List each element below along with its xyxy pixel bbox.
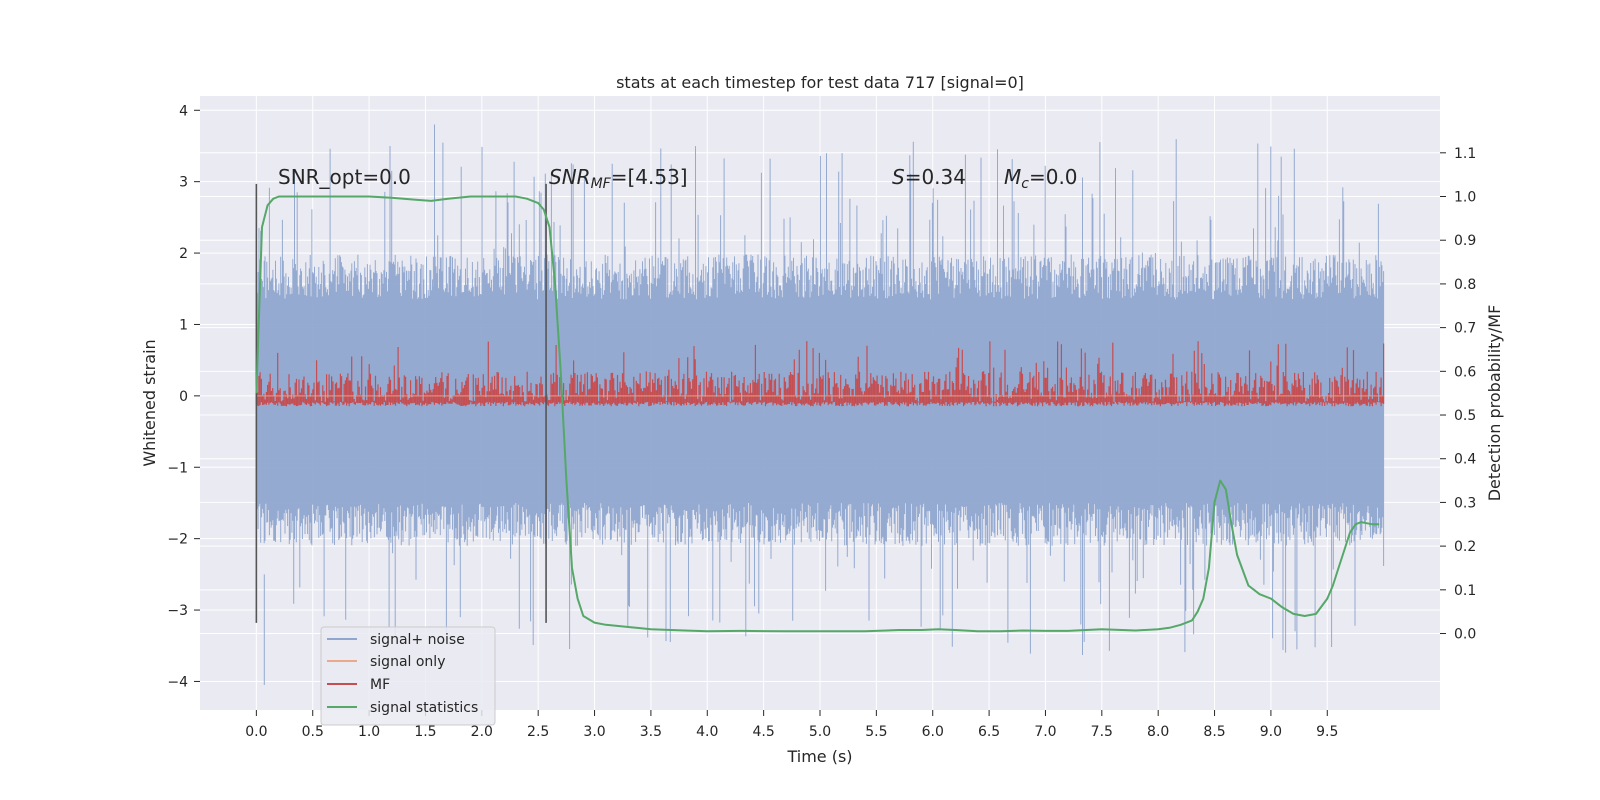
legend: signal+ noise signal only MF signal stat…	[320, 626, 496, 726]
y-tick-label: −4	[167, 674, 188, 690]
y-tick-label: 0	[179, 389, 188, 405]
y2-tick-label: 1.1	[1454, 146, 1476, 162]
x-tick-label: 3.0	[583, 724, 605, 740]
x-tick-label: 0.0	[245, 724, 267, 740]
x-tick-label: 1.5	[414, 724, 436, 740]
x-tick-label: 3.5	[640, 724, 662, 740]
x-tick-label: 4.0	[696, 724, 718, 740]
y2-tick-label: 0.3	[1454, 495, 1476, 511]
x-tick-label: 8.5	[1203, 724, 1225, 740]
x-tick-label: 6.5	[978, 724, 1000, 740]
s-symbol: S	[892, 165, 905, 189]
legend-label-signal-noise: signal+ noise	[370, 632, 465, 648]
y-tick-label: 2	[179, 246, 188, 262]
y2-tick-label: 0.4	[1454, 452, 1476, 468]
x-tick-label: 6.0	[922, 724, 944, 740]
x-tick-label: 8.0	[1147, 724, 1169, 740]
snr-mf-value: =[4.53]	[611, 165, 688, 189]
legend-label-signal-only: signal only	[370, 654, 445, 670]
y2-tick-label: 0.5	[1454, 408, 1476, 424]
x-tick-label: 2.0	[471, 724, 493, 740]
y2-tick-label: 0.8	[1454, 277, 1476, 293]
x-axis-label: Time (s)	[786, 747, 852, 766]
axis-ticks: 0.0 0.5 1.0 1.5 2.0 2.5 3.0 3.5 4.0 4.5 5.0 5.5 6.0 6…	[167, 103, 1476, 740]
y-tick-label: 3	[179, 175, 188, 191]
mc-value: =0.0	[1029, 165, 1078, 189]
s-annotation: S=0.34	[892, 165, 966, 189]
snr-opt-annotation: SNR_opt=0.0	[278, 165, 411, 189]
x-tick-label: 0.5	[302, 724, 324, 740]
y-tick-label: 4	[179, 103, 188, 119]
x-tick-label: 5.5	[865, 724, 887, 740]
x-tick-label: 4.5	[753, 724, 775, 740]
snr-mf-annotation: SNRMF=[4.53]	[549, 165, 688, 192]
x-tick-label: 2.5	[527, 724, 549, 740]
y2-tick-label: 0.1	[1454, 583, 1476, 599]
y-tick-label: −2	[167, 532, 188, 548]
snr-mf-subscript: MF	[591, 176, 612, 192]
mc-annotation: Mc=0.0	[1004, 165, 1078, 192]
y-tick-label: −3	[167, 603, 188, 619]
signal-statistics-line	[255, 195, 1380, 633]
y2-tick-label: 0.0	[1454, 627, 1476, 643]
y2-tick-label: 0.7	[1454, 321, 1476, 337]
legend-label-mf: MF	[370, 677, 390, 693]
y2-tick-label: 0.6	[1454, 364, 1476, 380]
y2-tick-label: 0.9	[1454, 233, 1476, 249]
mc-subscript: c	[1021, 176, 1029, 192]
legend-frame	[320, 626, 496, 726]
x-tick-label: 9.0	[1260, 724, 1282, 740]
x-tick-label: 5.0	[809, 724, 831, 740]
x-tick-label: 7.5	[1091, 724, 1113, 740]
y-tick-label: 1	[179, 317, 188, 333]
mc-symbol: M	[1004, 165, 1021, 189]
y-axis-label: Whitened strain	[140, 339, 159, 466]
y2-tick-label: 0.2	[1454, 539, 1476, 555]
y2-axis-label: Detection probability/MF	[1485, 305, 1504, 502]
x-tick-label: 9.5	[1316, 724, 1338, 740]
x-tick-label: 1.0	[358, 724, 380, 740]
x-tick-label: 7.0	[1034, 724, 1056, 740]
snr-mf-symbol: SNR	[549, 165, 591, 189]
s-value: =0.34	[905, 165, 966, 189]
y-tick-label: −1	[167, 460, 188, 476]
vertical-markers	[255, 183, 547, 623]
legend-label-signal-statistics: signal statistics	[370, 700, 478, 716]
y2-tick-label: 1.0	[1454, 190, 1476, 206]
chart-title: stats at each timestep for test data 717…	[616, 73, 1024, 92]
signal-statistics-series	[255, 195, 1380, 633]
